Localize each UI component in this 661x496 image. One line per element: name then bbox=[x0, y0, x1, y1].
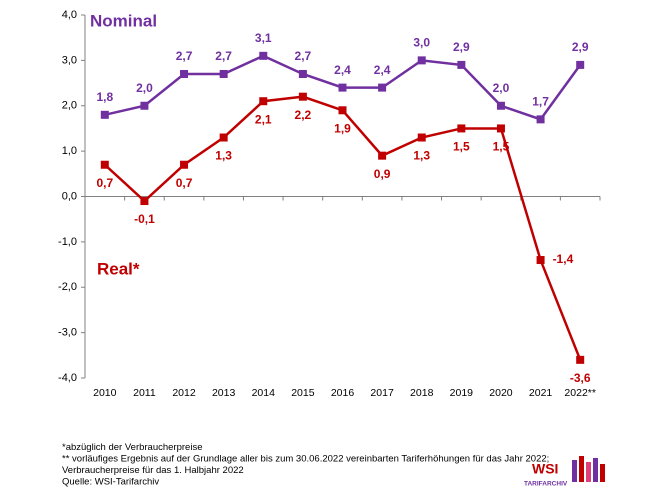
footnote: *abzüglich der Verbraucherpreise bbox=[62, 442, 202, 453]
point-marker bbox=[298, 92, 307, 101]
x-tick-label: 2016 bbox=[331, 387, 355, 399]
x-tick-label: 2020 bbox=[489, 387, 513, 399]
data-label: 2,9 bbox=[572, 40, 589, 54]
point-marker bbox=[338, 83, 347, 92]
data-label: 1,3 bbox=[413, 149, 430, 163]
x-tick-label: 2018 bbox=[410, 387, 434, 399]
data-label: 2,0 bbox=[493, 81, 510, 95]
point-marker bbox=[180, 69, 189, 78]
data-label: 0,9 bbox=[374, 167, 391, 181]
x-tick-label: 2010 bbox=[93, 387, 117, 399]
point-marker bbox=[457, 60, 466, 69]
data-label: 0,7 bbox=[96, 176, 113, 190]
point-marker bbox=[100, 110, 109, 119]
y-tick-label: -2,0 bbox=[58, 281, 77, 293]
x-tick-label: 2017 bbox=[370, 387, 394, 399]
point-marker bbox=[417, 56, 426, 65]
point-marker bbox=[100, 160, 109, 169]
y-tick-label: -1,0 bbox=[58, 236, 77, 248]
data-label: 3,1 bbox=[255, 31, 272, 45]
point-marker bbox=[496, 124, 505, 133]
logo: WSI TARIFARCHIV bbox=[524, 456, 605, 488]
footnote: Verbraucherpreise für das 1. Halbjahr 20… bbox=[62, 465, 244, 476]
x-tick-label: 2014 bbox=[252, 387, 276, 399]
data-label: 2,2 bbox=[295, 108, 312, 122]
y-tick-label: 3,0 bbox=[62, 54, 77, 66]
point-marker bbox=[576, 355, 585, 364]
data-label: 1,3 bbox=[215, 149, 232, 163]
point-marker bbox=[338, 106, 347, 115]
point-marker bbox=[417, 133, 426, 142]
x-tick-label: 2011 bbox=[133, 387, 156, 399]
logo-title: WSI bbox=[532, 461, 558, 477]
x-tick-label: 2021 bbox=[529, 387, 553, 399]
series-line bbox=[103, 95, 582, 361]
point-marker bbox=[259, 97, 268, 106]
point-marker bbox=[378, 151, 387, 160]
footnote: Quelle: WSI-Tarifarchiv bbox=[62, 477, 159, 488]
point-marker bbox=[576, 60, 585, 69]
point-marker bbox=[140, 101, 149, 110]
point-marker bbox=[496, 101, 505, 110]
point-marker bbox=[378, 83, 387, 92]
data-label: 2,9 bbox=[453, 40, 470, 54]
data-label: 2,1 bbox=[255, 112, 272, 126]
point-marker bbox=[536, 256, 545, 265]
data-label: 1,5 bbox=[493, 140, 510, 154]
point-marker bbox=[536, 115, 545, 124]
y-tick-label: 4,0 bbox=[62, 9, 77, 21]
data-label: 1,8 bbox=[96, 90, 113, 104]
y-tick-label: -4,0 bbox=[58, 372, 77, 384]
x-tick-label: 2013 bbox=[212, 387, 236, 399]
point-marker bbox=[140, 197, 149, 206]
y-tick-label: 2,0 bbox=[62, 100, 77, 112]
data-label: 3,0 bbox=[413, 36, 430, 50]
y-tick-label: -3,0 bbox=[58, 327, 77, 339]
point-marker bbox=[219, 69, 228, 78]
data-label: 0,7 bbox=[176, 176, 193, 190]
series-label: Real* bbox=[97, 259, 140, 278]
data-label: 1,9 bbox=[334, 121, 351, 135]
footnote: ** vorläufiges Ergebnis auf der Grundlag… bbox=[62, 454, 549, 465]
data-label: 2,4 bbox=[374, 63, 391, 77]
x-tick-label: 2022** bbox=[564, 387, 596, 399]
x-tick-label: 2012 bbox=[172, 387, 196, 399]
y-tick-label: 1,0 bbox=[62, 145, 77, 157]
point-marker bbox=[457, 124, 466, 133]
data-label: 2,7 bbox=[295, 49, 312, 63]
data-label: 2,7 bbox=[176, 49, 193, 63]
x-tick-label: 2015 bbox=[291, 387, 315, 399]
point-marker bbox=[180, 160, 189, 169]
point-marker bbox=[298, 69, 307, 78]
data-label: 2,4 bbox=[334, 63, 351, 77]
point-marker bbox=[219, 133, 228, 142]
logo-subtitle: TARIFARCHIV bbox=[524, 481, 568, 488]
data-label: -1,4 bbox=[553, 252, 574, 266]
series-label: Nominal bbox=[90, 11, 157, 30]
point-marker bbox=[259, 51, 268, 60]
data-label: 1,5 bbox=[453, 140, 470, 154]
data-label: 2,7 bbox=[215, 49, 232, 63]
x-tick-label: 2019 bbox=[450, 387, 474, 399]
data-label: -0,1 bbox=[134, 212, 155, 226]
y-tick-label: 0,0 bbox=[62, 190, 77, 202]
data-label: 2,0 bbox=[136, 81, 153, 95]
data-label: -3,6 bbox=[570, 371, 591, 385]
data-label: 1,7 bbox=[532, 95, 549, 109]
